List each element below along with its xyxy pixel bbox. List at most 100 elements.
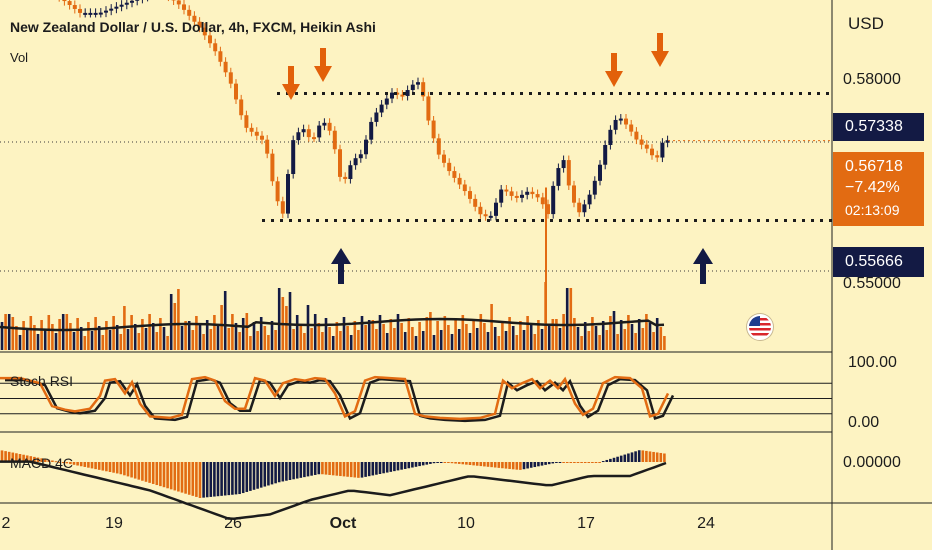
- macd-histogram-bar: [558, 462, 562, 463]
- volume-bar: [403, 332, 407, 350]
- macd-histogram-bar: [652, 451, 655, 462]
- candle-body: [379, 104, 384, 113]
- candle-body: [176, 0, 181, 5]
- candle-body: [312, 137, 316, 140]
- macd-histogram-bar: [601, 461, 605, 463]
- candle-body: [98, 12, 103, 15]
- volume-bar: [277, 288, 281, 350]
- macd-histogram-bar: [479, 462, 483, 467]
- macd-histogram-bar: [295, 462, 299, 479]
- date-tick: 19: [105, 515, 123, 532]
- volume-bar: [263, 326, 267, 350]
- macd-histogram-bar: [306, 462, 310, 477]
- macd-histogram-bar: [33, 456, 36, 462]
- macd-histogram-bar: [529, 462, 533, 468]
- volume-bar: [321, 332, 324, 350]
- volume-bar: [25, 330, 29, 350]
- macd-histogram-bar: [231, 462, 234, 495]
- candle-body: [416, 82, 420, 85]
- candle-body: [83, 12, 88, 15]
- macd-histogram-bar: [583, 462, 587, 463]
- candle-body: [473, 198, 478, 207]
- macd-histogram-bar: [339, 462, 342, 477]
- volume-bar: [69, 323, 72, 350]
- macd-histogram-bar: [490, 462, 493, 468]
- macd-histogram-bar: [76, 462, 79, 466]
- candle-body: [78, 8, 82, 13]
- macd-histogram-bar: [565, 462, 569, 463]
- macd-histogram-bar: [79, 462, 83, 467]
- candle-body: [624, 118, 628, 125]
- volume-bar: [648, 323, 652, 350]
- volume-bar: [501, 322, 504, 350]
- volume-bar: [223, 291, 227, 350]
- volume-bar: [565, 288, 569, 350]
- macd-histogram-bar: [623, 454, 627, 462]
- volume-bar: [4, 314, 7, 350]
- macd-histogram-bar: [245, 462, 249, 492]
- macd-histogram-bar: [346, 462, 349, 477]
- macd-histogram-bar: [483, 462, 486, 467]
- macd-histogram-bar: [328, 462, 331, 475]
- date-tick: Oct: [329, 515, 357, 532]
- volume-bar: [425, 317, 429, 350]
- candle-body: [644, 144, 649, 149]
- candle-body: [192, 15, 197, 22]
- price-change: −7.42%: [845, 179, 900, 196]
- volume-bar: [612, 311, 616, 350]
- macd-histogram-bar: [234, 462, 238, 495]
- candle-body: [286, 174, 290, 214]
- macd-histogram-bar: [108, 462, 112, 472]
- volume-bar: [108, 330, 112, 350]
- volume-bar: [497, 336, 501, 350]
- volume-bar: [299, 324, 303, 350]
- candle-body: [431, 120, 436, 139]
- volume-bar: [623, 329, 627, 350]
- candle-body: [72, 5, 77, 9]
- macd-histogram-bar: [522, 462, 526, 470]
- macd-histogram-bar: [187, 462, 191, 495]
- macd-histogram-bar: [310, 462, 313, 476]
- us-flag-icon[interactable]: [747, 314, 773, 340]
- volume-bar: [411, 327, 414, 350]
- candle-body: [587, 194, 592, 205]
- volume-bar: [173, 303, 177, 350]
- macd-histogram-bar: [166, 462, 169, 489]
- volume-bar: [576, 327, 580, 350]
- volume-bar: [238, 332, 241, 350]
- candle-body: [436, 138, 441, 155]
- candle-body: [182, 4, 186, 10]
- volume-bar: [15, 326, 18, 350]
- candle-body: [223, 61, 228, 73]
- macd-histogram-bar: [515, 462, 519, 470]
- volume-bar: [216, 324, 220, 350]
- macd-histogram-bar: [360, 462, 364, 478]
- macd-histogram-bar: [375, 462, 378, 475]
- macd-histogram-bar: [425, 462, 429, 465]
- volume-bar: [227, 328, 231, 350]
- macd-histogram-bar: [277, 462, 281, 483]
- volume-bar: [79, 327, 83, 350]
- volume-bar: [353, 321, 357, 350]
- volume-bar: [490, 304, 493, 350]
- volume-bar: [457, 329, 461, 350]
- volume-bar: [544, 282, 547, 350]
- volume-bar: [533, 334, 537, 350]
- candle-body: [119, 4, 124, 7]
- volume-bar: [627, 315, 630, 350]
- macd-histogram-bar: [465, 462, 468, 465]
- candle-body: [504, 189, 509, 192]
- candle-body: [629, 124, 634, 132]
- macd-histogram-bar: [619, 455, 623, 462]
- candle-body: [275, 181, 280, 202]
- candle-body: [322, 122, 327, 126]
- macd-histogram-bar: [447, 462, 450, 463]
- candle-body: [187, 9, 192, 16]
- macd-histogram-bar: [7, 451, 11, 462]
- candle-body: [520, 194, 524, 198]
- macd-histogram-bar: [94, 462, 97, 470]
- macd-histogram-bar: [511, 462, 515, 470]
- candle-body: [218, 51, 223, 62]
- volume-bar: [295, 315, 299, 350]
